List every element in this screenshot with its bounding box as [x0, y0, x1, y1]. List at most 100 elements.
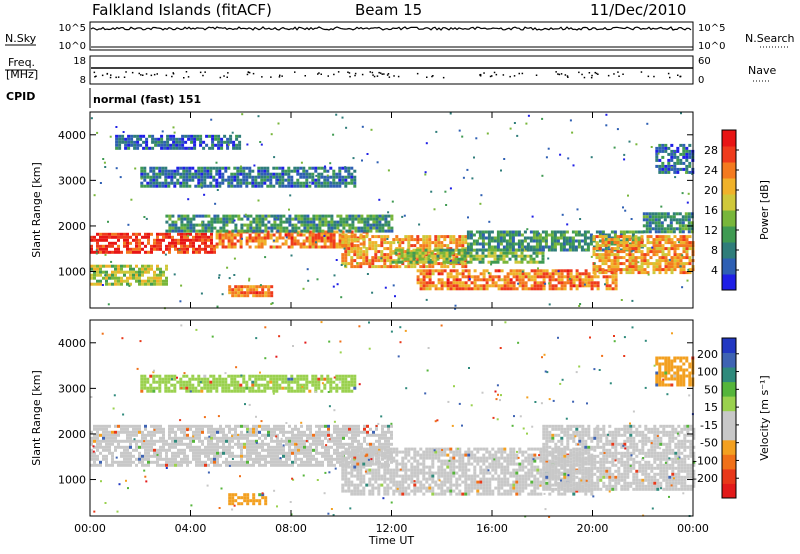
data-cell: [327, 448, 330, 452]
data-cell: [389, 256, 393, 260]
data-cell: [475, 254, 479, 258]
data-cell: [442, 248, 446, 252]
data-cell: [204, 244, 207, 248]
data-cell: [347, 250, 351, 254]
data-cell: [153, 241, 156, 245]
data-cell: [198, 445, 201, 449]
data-cell: [336, 460, 339, 464]
data-cell: [120, 264, 123, 268]
data-cell: [341, 259, 345, 263]
data-cell: [336, 220, 340, 224]
data-cell: [461, 235, 465, 239]
data-cell: [324, 454, 327, 458]
data-cell: [303, 220, 307, 224]
data-cell: [297, 448, 300, 452]
data-cell: [152, 175, 156, 179]
data-cell: [105, 463, 108, 467]
data-cell: [189, 442, 192, 446]
data-cell: [227, 166, 231, 170]
data-cell: [554, 278, 558, 282]
data-cell: [416, 235, 420, 239]
noise-cell: [607, 246, 610, 249]
data-cell: [640, 262, 644, 266]
data-cell: [502, 245, 506, 249]
data-cell: [341, 456, 345, 460]
data-cell: [675, 221, 679, 225]
data-cell: [389, 259, 393, 263]
data-cell: [673, 155, 677, 159]
data-cell: [487, 239, 491, 243]
data-cell: [416, 269, 420, 273]
data-cell: [96, 282, 99, 286]
data-cell: [326, 236, 330, 240]
data-cell: [108, 439, 111, 443]
data-cell: [320, 166, 324, 170]
data-cell: [377, 244, 381, 248]
data-cell: [530, 284, 534, 288]
data-cell: [284, 239, 288, 243]
data-cell: [566, 275, 570, 279]
data-cell: [484, 230, 488, 234]
data-cell: [353, 244, 357, 248]
data-cell: [159, 427, 162, 431]
data-cell: [341, 453, 345, 457]
data-cell: [153, 439, 156, 443]
data-cell: [616, 265, 620, 269]
data-cell: [643, 256, 647, 260]
data-cell: [228, 454, 231, 458]
data-cell: [664, 253, 668, 257]
data-cell: [461, 265, 465, 269]
data-cell: [195, 454, 198, 458]
data-cell: [192, 424, 195, 428]
data-cell: [395, 468, 399, 472]
data-cell: [240, 436, 243, 440]
data-cell: [306, 457, 309, 461]
data-cell: [321, 430, 324, 434]
data-cell: [356, 250, 360, 254]
data-cell: [215, 233, 219, 237]
colorbar-tick-label: 8: [711, 244, 718, 257]
data-cell: [536, 272, 540, 276]
data-cell: [580, 248, 584, 252]
data-cell: [156, 424, 159, 428]
data-cell: [455, 275, 459, 279]
data-cell: [350, 468, 354, 472]
nave-point: [117, 76, 120, 78]
data-cell: [153, 460, 156, 464]
data-cell: [203, 178, 207, 182]
data-cell: [397, 260, 401, 264]
nave-point: [432, 75, 434, 77]
data-cell: [302, 181, 306, 185]
data-cell: [658, 271, 662, 275]
data-cell: [553, 233, 557, 237]
data-cell: [380, 235, 384, 239]
nave-point: [566, 75, 569, 77]
data-cell: [386, 265, 390, 269]
data-cell: [171, 424, 174, 428]
data-cell: [454, 260, 458, 264]
nave-point: [101, 74, 104, 77]
data-cell: [488, 284, 492, 288]
nave-point: [106, 72, 109, 75]
data-cell: [458, 235, 462, 239]
data-cell: [392, 492, 396, 496]
data-cell: [207, 454, 210, 458]
nave-point: [252, 72, 255, 75]
data-cell: [371, 492, 375, 496]
noise-cell: [329, 162, 332, 165]
data-cell: [228, 451, 231, 455]
data-cell: [204, 238, 207, 242]
data-cell: [144, 427, 147, 431]
data-cell: [183, 460, 186, 464]
data-cell: [111, 436, 114, 440]
data-cell: [648, 215, 652, 219]
data-cell: [491, 281, 495, 285]
data-cell: [583, 239, 587, 243]
data-cell: [291, 442, 294, 446]
data-cell: [168, 226, 172, 230]
data-cell: [287, 245, 291, 249]
data-cell: [165, 232, 168, 236]
data-cell: [392, 477, 396, 481]
data-cell: [440, 269, 444, 273]
data-cell: [357, 439, 360, 443]
